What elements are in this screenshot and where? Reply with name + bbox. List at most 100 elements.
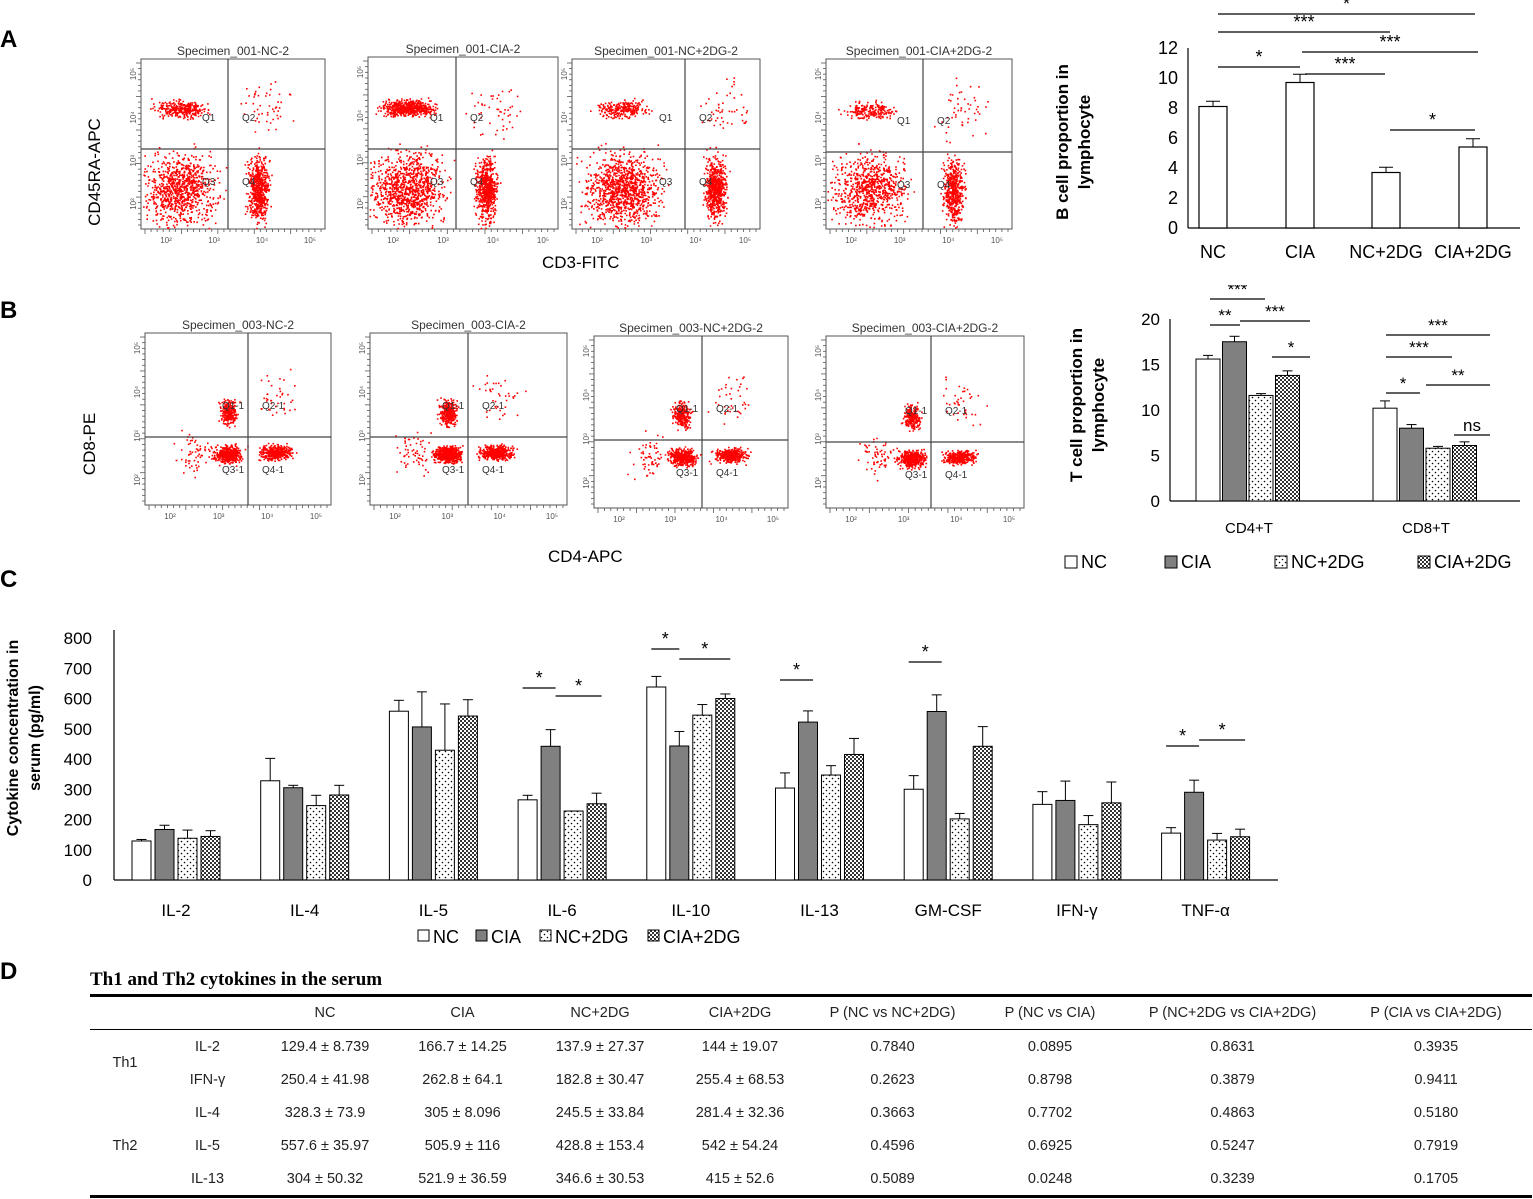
y-tick-label: 10⁵	[133, 342, 142, 354]
bar	[903, 788, 924, 881]
table-cell: 0.5089	[870, 1170, 915, 1187]
table-header-cell	[160, 996, 255, 1030]
x-tick-label: 10⁴	[487, 236, 500, 245]
facs-plot: Specimen_003-NC+2DG-2 Q1-1 Q2-1 Q3-1 Q4-1 10²…	[582, 321, 789, 524]
bar	[283, 787, 304, 881]
x-tick-label: 10³	[208, 236, 220, 245]
quadrant-label: Q3-1	[676, 468, 699, 479]
legend-label: CIA+2DG	[1434, 552, 1512, 572]
y-tick-label: 500	[64, 720, 92, 739]
bar	[1207, 839, 1228, 881]
facs-panel-b: CD8-PE CD4-APC Specimen_003-NC-2 Q1-1 Q2-1…	[60, 314, 1060, 574]
facs-plot: Specimen_001-NC+2DG-2 Q1 Q2 Q3 Q4 10² 10² 10³ 10…	[560, 44, 761, 245]
legend-label: CIA	[491, 927, 521, 947]
y-tick-label: 10²	[582, 477, 591, 489]
x-tick-label: 10³	[898, 515, 910, 524]
facs-plot-title: Specimen_003-NC+2DG-2	[619, 321, 763, 335]
x-tick-label: 10³	[665, 515, 677, 524]
facs-plot: Specimen_003-CIA+2DG-2 Q1-1 Q2-1 Q3-1 Q4-1 10…	[814, 321, 1025, 524]
table-cell: 304 ± 50.32	[286, 1170, 364, 1187]
facs-plot-title: Specimen_001-CIA+2DG-2	[846, 44, 993, 58]
significance-label: *	[793, 660, 800, 680]
facs-dot-cloud	[627, 376, 752, 481]
facs-plot-title: Specimen_003-NC-2	[182, 318, 294, 332]
facs-plot-frame	[144, 332, 332, 506]
table-cell: 250.4 ± 41.98	[280, 1071, 370, 1088]
y-tick-label: 10⁵	[814, 68, 823, 80]
quadrant-label: Q1-1	[442, 401, 465, 412]
y-tick-label: 5	[1151, 447, 1160, 466]
y-tick-label: 10²	[356, 198, 365, 210]
legend-swatch	[1417, 555, 1431, 569]
quadrant-label: Q4-1	[262, 465, 285, 476]
quadrant-label: Q1	[897, 116, 911, 127]
facs-dots	[857, 376, 988, 482]
legend-label: NC+2DG	[555, 927, 629, 947]
facs-plot-title: Specimen_001-NC-2	[177, 44, 289, 58]
legend-swatch	[1274, 555, 1288, 569]
b-cell-chart: B cell proportion in lymphocyte 0 2 4 6 8 10 12 N…	[1053, 0, 1520, 262]
x-tick-label: CIA	[1285, 242, 1315, 262]
y-tick-label: 15	[1141, 356, 1160, 375]
x-tick-label: IFN-γ	[1056, 901, 1098, 920]
significance-label: ***	[1409, 338, 1429, 357]
legend-swatch	[1164, 555, 1178, 569]
cytokine-table: Th1 and Th2 cytokines in the serum NC CI…	[90, 966, 1532, 1198]
bar	[1248, 394, 1274, 502]
y-tick-label: 10⁴	[582, 388, 591, 401]
bar	[646, 686, 667, 881]
quadrant-label: Q2-1	[482, 401, 505, 412]
x-tick-label: 10³	[894, 236, 906, 245]
x-tick-label: 10⁵	[304, 236, 316, 245]
y-tick-label: 0	[1151, 492, 1160, 511]
panel-label-b: B	[0, 297, 18, 324]
y-tick-label: 10³	[814, 155, 823, 167]
table-cell: 129.4 ± 8.739	[280, 1038, 370, 1055]
x-tick-label: 10⁴	[256, 236, 269, 245]
bar	[434, 749, 455, 881]
x-tick-label: 10²	[164, 512, 176, 521]
table-cell: IFN-γ	[189, 1071, 226, 1088]
x-tick-label: IL-2	[161, 901, 190, 920]
x-tick-label: 10⁴	[261, 512, 274, 521]
x-tick-label: 10⁴	[715, 515, 728, 524]
quadrant-label: Q3-1	[442, 465, 465, 476]
facs-dots	[827, 77, 989, 229]
y-tick-label: 10²	[358, 474, 367, 486]
table-cell: 0.2623	[870, 1071, 915, 1088]
x-tick-label: 10⁵	[310, 512, 322, 521]
table-cell: 0.0248	[1027, 1170, 1073, 1187]
table-cell: 0.4596	[870, 1137, 915, 1154]
y-axis-title-line1: Cytokine concentration in	[5, 640, 22, 836]
bar	[1078, 824, 1099, 881]
table-cell: IL-4	[195, 1104, 220, 1121]
facs-plot-title: Specimen_003-CIA+2DG-2	[852, 321, 999, 335]
bar	[1371, 171, 1401, 229]
x-tick-label: 10⁴	[689, 236, 702, 245]
x-tick-label: 10³	[437, 236, 449, 245]
bar	[586, 803, 607, 881]
y-tick-label: 10²	[814, 198, 823, 210]
x-tick-label: IL-5	[419, 901, 448, 920]
quadrant-label: Q1-1	[222, 401, 245, 412]
table-cell: 0.7840	[870, 1038, 915, 1055]
table-cell: 0.3663	[870, 1104, 915, 1121]
legend-swatch	[417, 929, 430, 942]
x-tick-label: CD8+T	[1402, 520, 1450, 537]
y-tick-label: 8	[1168, 98, 1178, 118]
quadrant-label: Q3-1	[905, 470, 928, 481]
significance-label: ***	[1228, 285, 1248, 299]
table-cell: 0.5180	[1413, 1104, 1459, 1121]
table-title: Th1 and Th2 cytokines in the serum	[90, 969, 383, 990]
significance-label: *	[536, 668, 543, 688]
facs-plot-frame	[825, 58, 1013, 230]
cytokine-table-grid: NC CIA NC+2DG CIA+2DG P (NC vs NC+2DG) P…	[90, 994, 1532, 1198]
legend-label: CIA+2DG	[663, 927, 741, 947]
significance-label: *	[922, 642, 929, 662]
table-cell: 0.7702	[1027, 1104, 1073, 1121]
quadrant-label: Q4	[470, 177, 484, 188]
quadrant-label: Q2	[242, 113, 256, 124]
x-tick-label: 10⁵	[767, 515, 779, 524]
table-cell: 428.8 ± 153.4	[555, 1137, 645, 1154]
bar	[540, 745, 561, 881]
